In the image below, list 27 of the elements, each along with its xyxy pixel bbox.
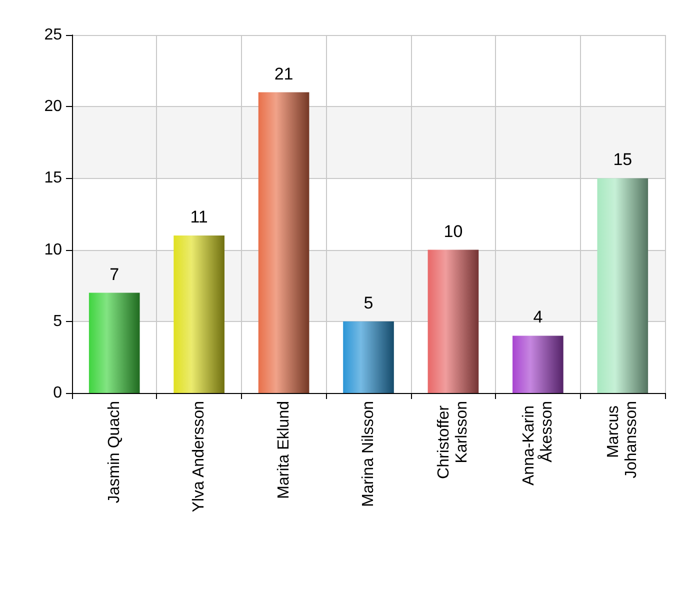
x-tick-label: Marita Eklund [275, 401, 292, 499]
x-tick-label: Ylva Andersson [190, 401, 208, 512]
bar [343, 321, 394, 393]
bar [597, 178, 648, 393]
data-label: 4 [533, 308, 543, 327]
x-tick-label: Jasmin Quach [106, 401, 123, 504]
bar [174, 235, 224, 393]
y-tick-label: 20 [44, 98, 62, 116]
y-tick-label: 15 [44, 170, 62, 187]
data-label: 5 [364, 293, 374, 312]
y-tick-label: 5 [53, 312, 62, 330]
data-label: 7 [110, 264, 120, 284]
bar [428, 250, 479, 393]
bar [258, 92, 310, 393]
data-label: 11 [190, 207, 208, 226]
x-tick-label: Marcus Johansson [605, 401, 640, 478]
data-label: 15 [613, 150, 632, 170]
y-tick-label: 10 [44, 241, 62, 258]
data-label: 10 [444, 222, 463, 241]
x-tick-label: Marina Nilsson [360, 401, 377, 507]
x-tick-label: Christoffer Karlsson [436, 401, 471, 479]
bar [88, 292, 140, 393]
data-label: 21 [274, 64, 294, 84]
y-tick-label: 0 [53, 384, 62, 402]
bar [512, 336, 564, 393]
y-tick-label: 25 [44, 26, 62, 44]
x-tick-label: Anna-Karin Åkesson [520, 401, 556, 486]
